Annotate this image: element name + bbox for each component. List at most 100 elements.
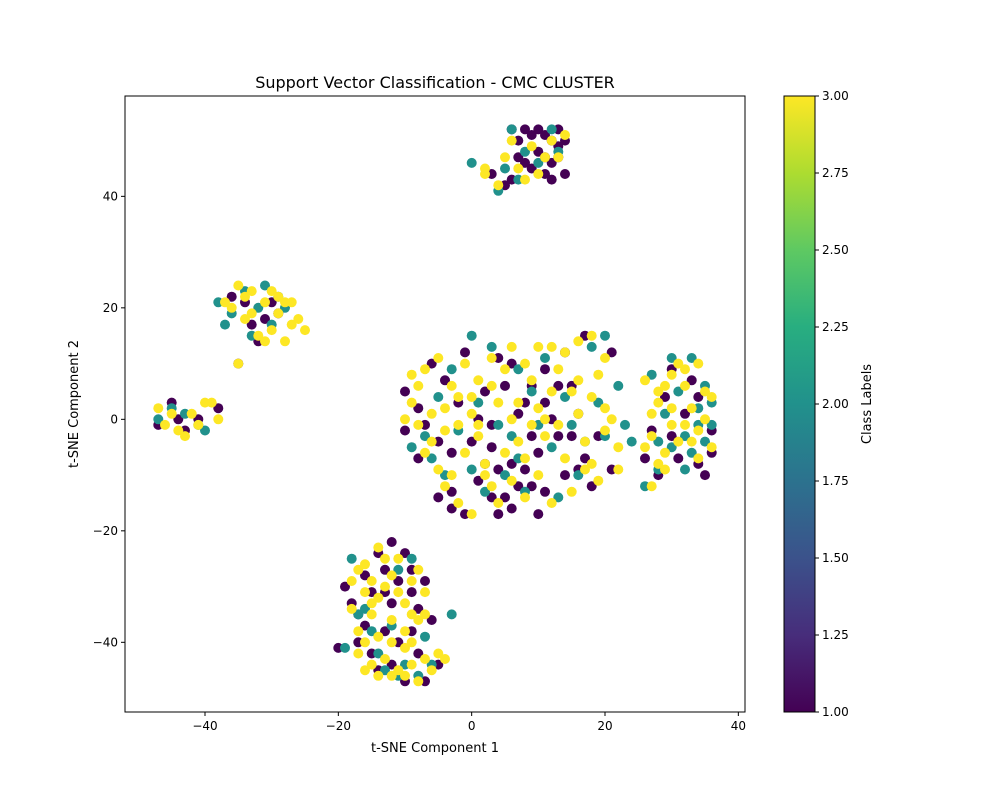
data-point <box>673 453 684 464</box>
data-point <box>460 447 470 458</box>
data-point <box>580 453 590 464</box>
data-point <box>513 397 524 408</box>
data-point <box>246 308 257 319</box>
y-tick-label: 20 <box>103 301 118 315</box>
data-point <box>693 358 704 369</box>
data-point <box>666 353 677 363</box>
data-point <box>400 414 410 425</box>
data-point <box>460 347 470 358</box>
colorbar-tick-label: 3.00 <box>822 89 849 103</box>
data-point <box>526 481 537 492</box>
data-point <box>246 319 257 330</box>
data-point <box>680 431 690 442</box>
data-point <box>533 403 544 414</box>
data-point <box>366 626 377 637</box>
data-point <box>286 297 297 308</box>
data-point <box>493 397 504 408</box>
data-point <box>400 626 410 637</box>
data-point <box>466 392 477 402</box>
data-point <box>540 130 550 140</box>
data-point <box>520 174 530 185</box>
data-point <box>646 369 657 380</box>
data-point <box>413 403 424 414</box>
data-point <box>553 419 564 430</box>
data-point <box>706 442 717 453</box>
data-point <box>646 431 657 442</box>
data-point <box>360 559 370 570</box>
data-point <box>260 314 270 324</box>
data-point <box>393 665 404 676</box>
data-point <box>433 353 444 363</box>
data-point <box>506 475 517 486</box>
data-point <box>480 169 490 179</box>
data-point <box>640 375 650 386</box>
data-point <box>493 509 504 520</box>
data-point <box>706 419 717 430</box>
data-point <box>660 380 670 391</box>
data-point <box>346 576 357 586</box>
data-point <box>600 353 610 363</box>
data-point <box>373 670 384 681</box>
data-point <box>233 280 244 291</box>
y-tick-label: −20 <box>93 524 118 538</box>
data-point <box>526 130 537 140</box>
data-point <box>546 124 557 135</box>
data-point <box>420 654 430 664</box>
x-axis-label: t-SNE Component 1 <box>371 741 499 756</box>
data-point <box>413 648 424 659</box>
data-point <box>226 302 237 313</box>
data-point <box>420 431 430 442</box>
data-point <box>520 124 530 135</box>
colorbar-tick-label: 1.75 <box>822 474 849 488</box>
data-point <box>373 631 384 642</box>
data-point <box>500 447 510 458</box>
data-point <box>400 386 410 397</box>
data-point <box>413 380 424 391</box>
data-point <box>386 598 397 609</box>
colorbar-tick-label: 1.00 <box>822 705 849 719</box>
data-point <box>240 314 250 324</box>
data-point <box>660 447 670 458</box>
x-tick-label: 40 <box>731 719 746 733</box>
data-point <box>526 375 537 386</box>
data-point <box>440 481 450 492</box>
data-point <box>286 319 297 330</box>
data-point <box>640 442 650 453</box>
data-point <box>253 302 264 313</box>
data-point <box>360 603 370 614</box>
data-point <box>246 286 257 297</box>
data-point <box>380 553 390 564</box>
data-point <box>526 431 537 442</box>
data-point <box>540 353 550 363</box>
data-point <box>560 453 570 464</box>
colorbar-tick-label: 2.50 <box>822 243 849 257</box>
data-point <box>380 626 390 637</box>
data-point <box>500 492 510 503</box>
data-point <box>626 436 637 447</box>
data-point <box>566 486 577 497</box>
data-point <box>393 576 404 586</box>
data-point <box>233 358 244 369</box>
data-point <box>426 453 437 464</box>
data-point <box>660 392 670 402</box>
data-point <box>680 464 690 475</box>
data-point <box>346 553 357 564</box>
data-point <box>520 464 530 475</box>
data-point <box>666 431 677 442</box>
data-point <box>440 403 450 414</box>
data-point <box>346 603 357 614</box>
data-point <box>533 146 544 157</box>
data-point <box>513 152 524 163</box>
data-point <box>380 665 390 676</box>
data-point <box>166 408 177 419</box>
data-point <box>300 325 310 336</box>
data-point <box>653 436 664 447</box>
data-point <box>440 425 450 436</box>
data-point <box>486 442 497 453</box>
data-point <box>606 347 617 358</box>
data-point <box>266 325 277 336</box>
data-point <box>640 453 650 464</box>
data-point <box>380 654 390 664</box>
data-point <box>560 392 570 402</box>
data-point <box>420 447 430 458</box>
